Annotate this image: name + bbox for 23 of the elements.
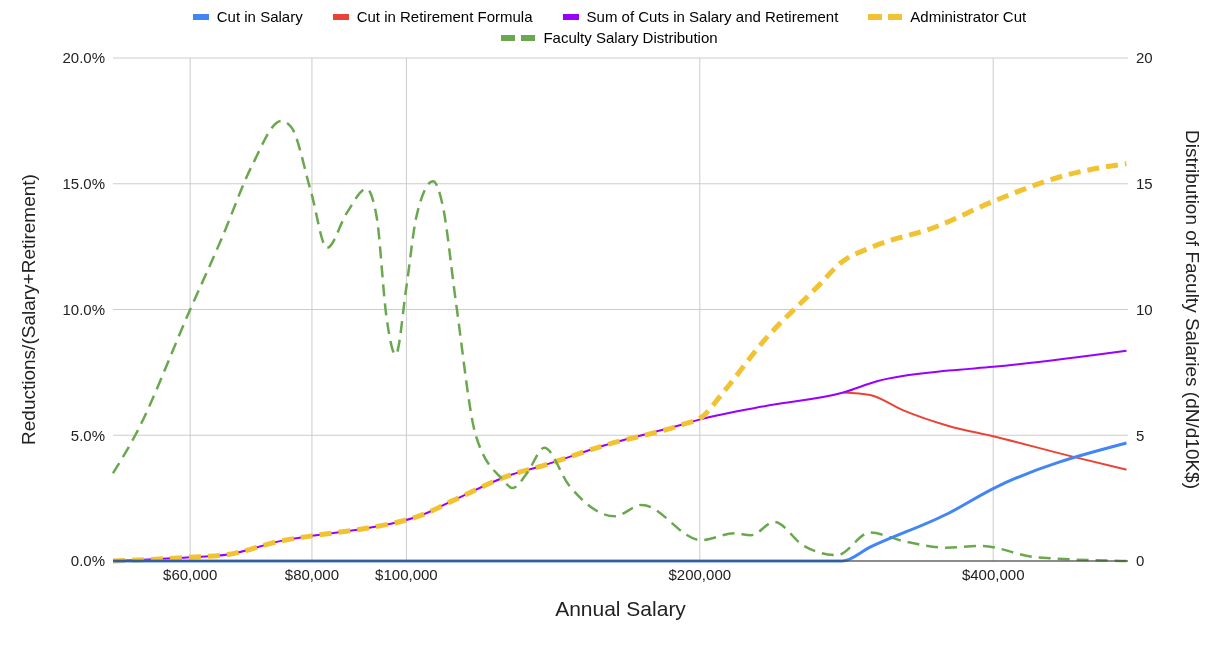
legend-label: Administrator Cut (910, 8, 1027, 25)
y2-tick-label: 20 (1136, 49, 1153, 67)
x-tick-label: $80,000 (284, 565, 340, 583)
y2-tick-label: 0 (1136, 552, 1145, 570)
y-tick-label: 20.0% (62, 49, 105, 67)
x-tick-label: $100,000 (375, 565, 438, 583)
y2-tick-label: 10 (1136, 300, 1153, 318)
x-tick-label: $400,000 (961, 565, 1025, 583)
legend-label: Sum of Cuts in Salary and Retirement (586, 8, 839, 25)
y-tick-label: 5.0% (70, 426, 105, 444)
legend-label: Faculty Salary Distribution (543, 29, 718, 46)
y-tick-label: 0.0% (70, 552, 105, 570)
y-axis-title: Reductions/(Salary+Retirement) (17, 174, 39, 445)
x-tick-label: $200,000 (668, 565, 732, 583)
y2-tick-label: 5 (1136, 426, 1145, 444)
legend-label: Cut in Salary (216, 8, 303, 25)
y2-axis-title: Distribution of Faculty Salaries (dN/d10K$) (1182, 129, 1204, 490)
legend-label: Cut in Retirement Formula (356, 8, 533, 25)
y-tick-label: 10.0% (62, 300, 105, 318)
x-axis-title: Annual Salary (555, 597, 687, 620)
y2-tick-label: 15 (1136, 175, 1153, 193)
y-tick-label: 15.0% (62, 175, 105, 193)
x-tick-label: $60,000 (163, 565, 218, 583)
